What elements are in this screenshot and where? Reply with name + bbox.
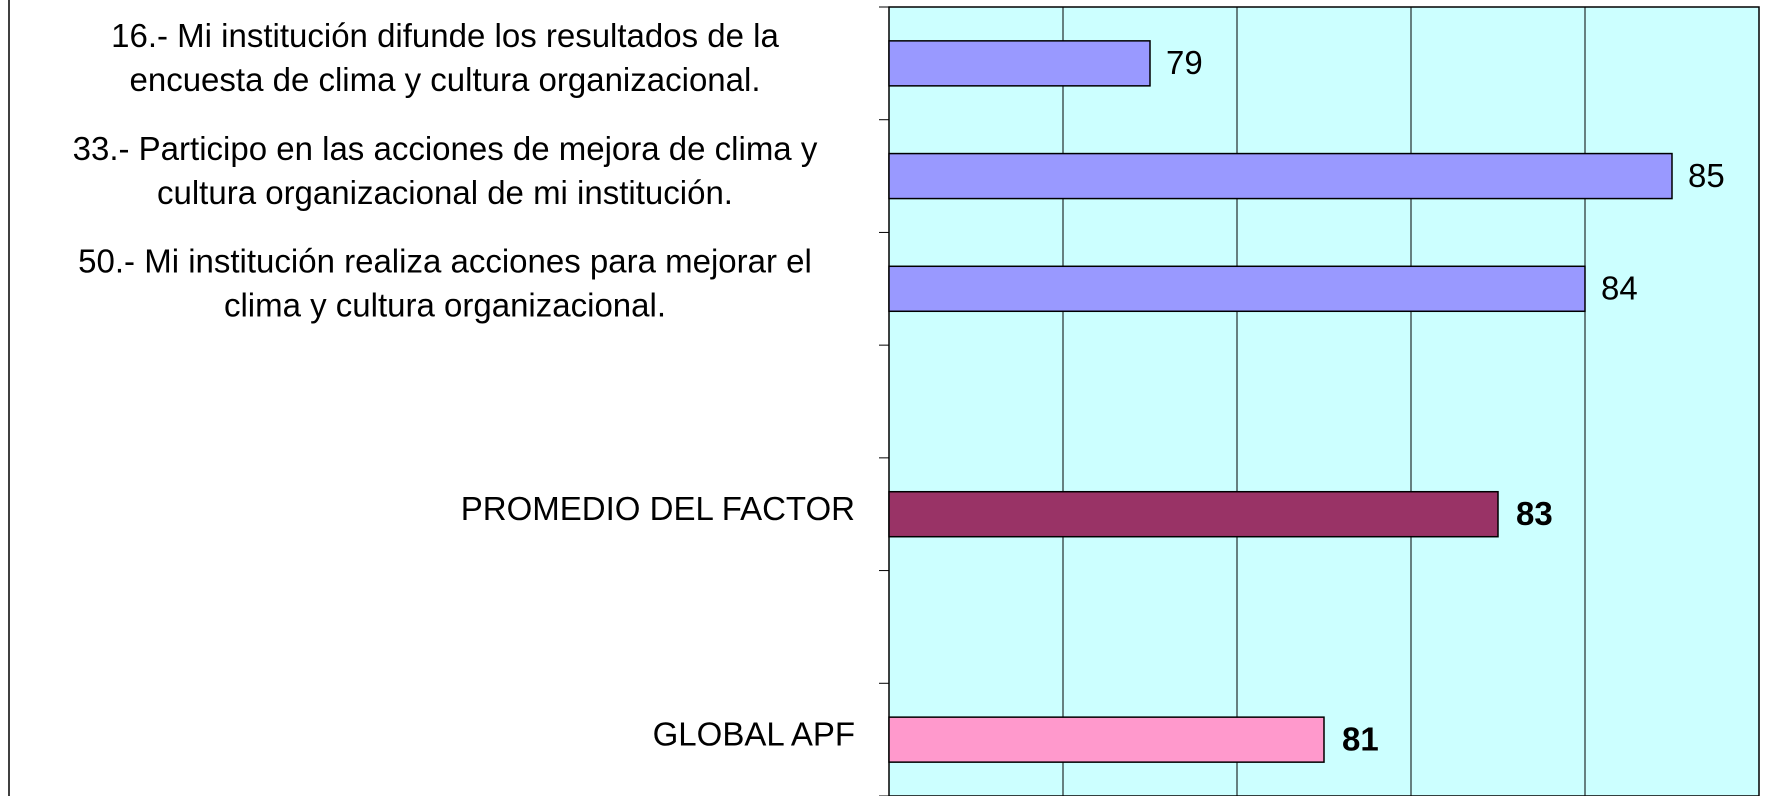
bar bbox=[888, 40, 1151, 87]
category-label: 50.- Mi institución realiza acciones par… bbox=[78, 243, 812, 280]
value-label: 79 bbox=[1166, 44, 1203, 81]
bar bbox=[888, 265, 1586, 313]
value-label: 81 bbox=[1342, 720, 1379, 757]
value-label: 85 bbox=[1688, 157, 1725, 194]
category-label: clima y cultura organizacional. bbox=[224, 287, 666, 324]
value-label: 83 bbox=[1516, 495, 1553, 532]
category-label: encuesta de clima y cultura organizacion… bbox=[129, 61, 760, 98]
value-label: 84 bbox=[1601, 270, 1638, 307]
category-label: GLOBAL APF bbox=[653, 715, 855, 752]
bar bbox=[888, 490, 1499, 538]
bar bbox=[888, 152, 1673, 200]
plot-area bbox=[888, 6, 1760, 796]
bar bbox=[888, 716, 1325, 763]
category-label: 33.- Participo en las acciones de mejora… bbox=[73, 130, 818, 167]
category-label: 16.- Mi institución difunde los resultad… bbox=[111, 17, 779, 54]
category-label: cultura organizacional de mi institución… bbox=[157, 174, 733, 211]
category-label: PROMEDIO DEL FACTOR bbox=[461, 490, 855, 527]
